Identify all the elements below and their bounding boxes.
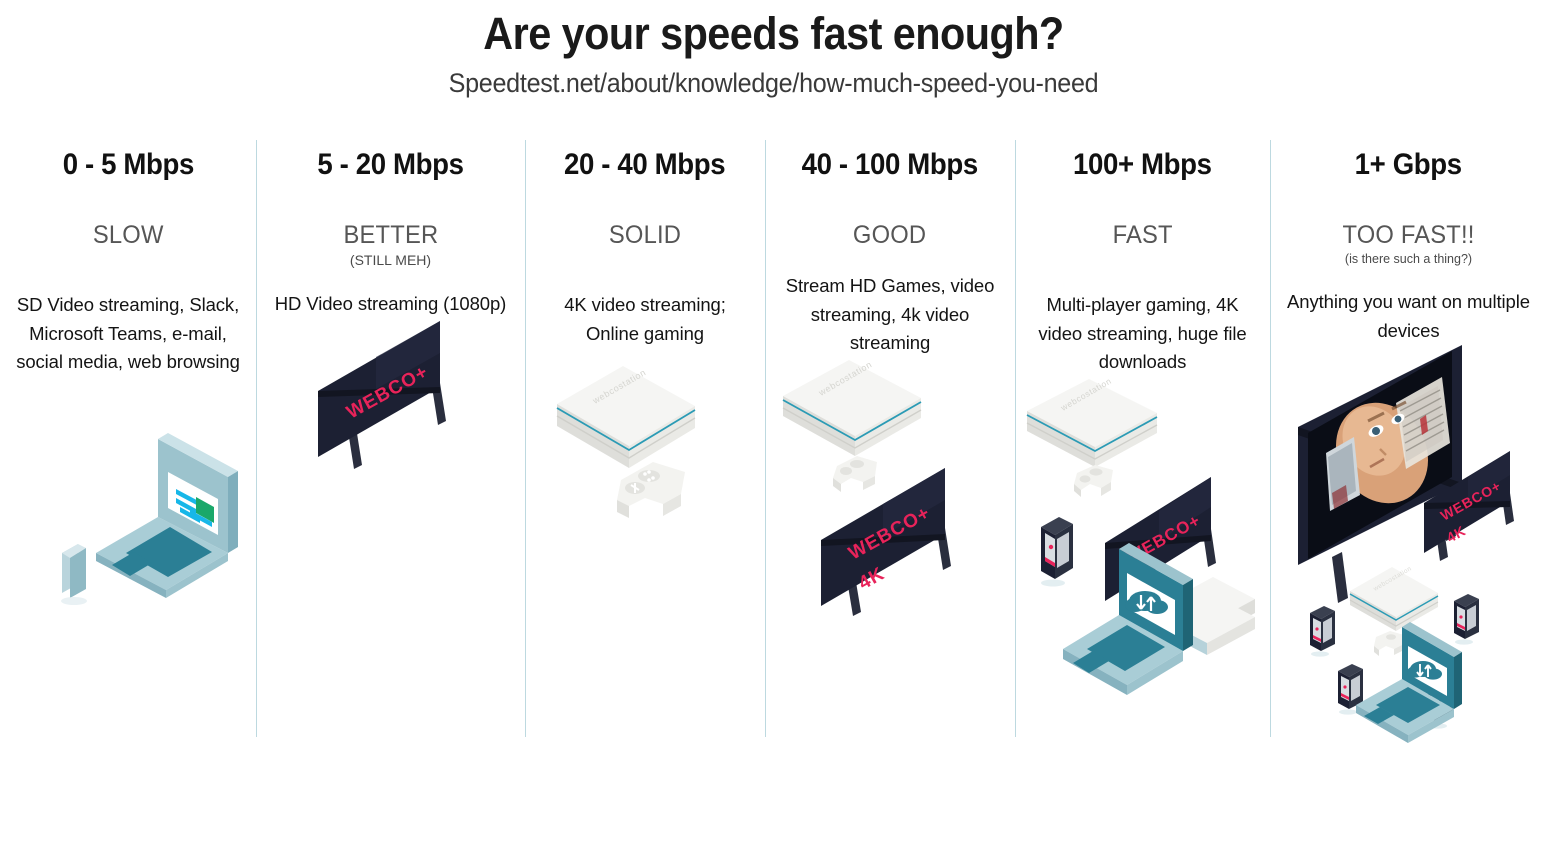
speed-range-label: 100+ Mbps <box>1073 148 1212 181</box>
illustration-column-4: webcostation <box>765 358 1015 742</box>
laptop-cloud-icon <box>1356 622 1462 744</box>
everything-device-group: WEBCO+ 4K webcostation <box>1298 345 1514 744</box>
speed-description: Anything you want on multiple devices <box>1287 291 1530 341</box>
speed-rating-label: FAST <box>1112 221 1173 249</box>
speed-range-label: 20 - 40 Mbps <box>564 148 726 181</box>
speed-tier-column-5: 100+ Mbps FAST Multi-player gaming, 4K v… <box>1015 132 1270 742</box>
game-console-icon: webcostation <box>1349 566 1439 632</box>
multi-device-group: webcostation <box>1026 377 1255 696</box>
game-controller-icon <box>1074 465 1113 498</box>
speed-description: HD Video streaming (1080p) <box>274 293 507 314</box>
phone-icon <box>1041 517 1073 587</box>
speed-range-label: 1+ Gbps <box>1354 148 1463 181</box>
laptop-cloud-icon <box>1063 543 1193 696</box>
speed-tier-column-3: 20 - 40 Mbps SOLID 4K video streaming; O… <box>525 132 765 742</box>
game-controller-icon <box>617 462 685 519</box>
speed-tier-column-2: 5 - 20 Mbps BETTER (STILL MEH) HD Video … <box>256 132 525 742</box>
speed-tier-column-1: 0 - 5 Mbps SLOW SD Video streaming, Slac… <box>0 132 256 742</box>
speed-range-label: 40 - 100 Mbps <box>801 148 979 181</box>
speed-tier-column-6: 1+ Gbps TOO FAST!! (is there such a thin… <box>1270 132 1547 745</box>
tv-icon: WEBCO+ <box>318 320 446 469</box>
speed-rating-label: BETTER <box>343 221 438 249</box>
speed-description: Multi-player gaming, 4K video streaming,… <box>1038 294 1247 373</box>
illustration-column-1 <box>0 377 256 742</box>
header: Are your speeds fast enough? Speedtest.n… <box>0 0 1547 99</box>
illustration-column-3: webcostation <box>525 348 765 742</box>
speed-rating-label: SOLID <box>608 221 682 249</box>
speed-rating-label: TOO FAST!! <box>1342 221 1475 249</box>
laptop-icon <box>61 433 238 606</box>
phone-icon <box>1310 606 1335 657</box>
speed-description: SD Video streaming, Slack, Microsoft Tea… <box>16 294 240 373</box>
speed-rating-label: GOOD <box>853 221 927 249</box>
phone-icon <box>1338 664 1363 715</box>
console-and-4k-tv-group: webcostation <box>782 359 951 617</box>
speed-range-label: 5 - 20 Mbps <box>317 148 464 181</box>
tv-movie-icon <box>1298 345 1462 604</box>
footer: SPEEDTEST ® <box>0 748 1547 843</box>
illustration-column-5: webcostation <box>1015 377 1270 742</box>
speed-range-label: 0 - 5 Mbps <box>62 148 194 181</box>
game-console-icon: webcostation <box>556 366 696 519</box>
page-title: Are your speeds fast enough? <box>483 8 1064 59</box>
page-subtitle: Speedtest.net/about/knowledge/how-much-s… <box>448 67 1099 98</box>
speed-rating-sublabel: (STILL MEH) <box>349 252 432 268</box>
speed-tier-column-4: 40 - 100 Mbps GOOD Stream HD Games, vide… <box>765 132 1015 742</box>
speed-description: Stream HD Games, video streaming, 4k vid… <box>785 275 995 354</box>
game-controller-icon <box>1374 631 1404 657</box>
speed-tier-columns: 0 - 5 Mbps SLOW SD Video streaming, Slac… <box>0 132 1547 745</box>
illustration-column-6: WEBCO+ 4K webcostation <box>1270 345 1547 745</box>
speed-rating-label: SLOW <box>92 221 164 249</box>
phone-icon <box>1454 594 1479 645</box>
game-controller-icon <box>833 456 877 493</box>
illustration-column-2: WEBCO+ <box>256 319 525 742</box>
speed-rating-sublabel: (is there such a thing?) <box>1344 252 1473 266</box>
speed-description: 4K video streaming; Online gaming <box>564 294 726 344</box>
game-console-icon: webcostation <box>1026 377 1158 468</box>
game-console-icon: webcostation <box>782 359 922 457</box>
